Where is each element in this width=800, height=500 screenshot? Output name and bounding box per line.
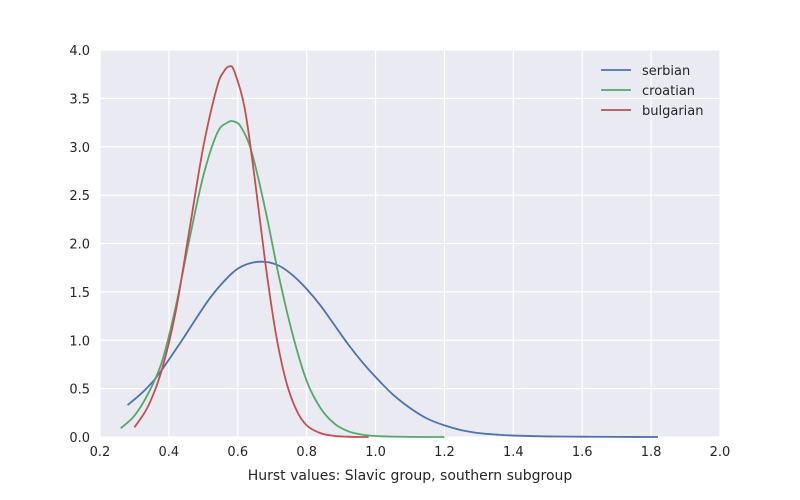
y-tick-label: 0.5 xyxy=(69,383,90,398)
y-axis-ticks: 0.0 0.5 1.0 1.5 2.0 2.5 3.0 3.5 4.0 xyxy=(69,44,90,446)
x-tick-label: 1.8 xyxy=(641,445,662,460)
y-tick-label: 1.5 xyxy=(69,286,90,301)
x-tick-label: 1.4 xyxy=(503,445,524,460)
series-line-serbian xyxy=(126,260,659,438)
x-tick-label: 0.6 xyxy=(227,445,248,460)
x-tick-label: 2.0 xyxy=(710,445,731,460)
legend-label-bulgarian: bulgarian xyxy=(642,104,703,119)
series-line-bulgarian xyxy=(133,65,369,438)
x-tick-label: 0.8 xyxy=(296,445,317,460)
series-lines xyxy=(120,65,659,438)
x-axis-label: Hurst values: Slavic group, southern sub… xyxy=(248,468,573,484)
x-tick-label: 0.2 xyxy=(90,445,111,460)
legend-label-croatian: croatian xyxy=(642,84,695,99)
x-tick-label: 1.0 xyxy=(365,445,386,460)
x-axis-ticks: 0.2 0.4 0.6 0.8 1.0 1.2 1.4 1.6 1.8 2.0 xyxy=(90,445,731,460)
y-tick-label: 0.0 xyxy=(69,431,90,446)
y-tick-label: 4.0 xyxy=(69,44,90,59)
y-tick-label: 2.5 xyxy=(69,189,90,204)
series-line-croatian xyxy=(120,120,445,438)
y-tick-label: 3.0 xyxy=(69,141,90,156)
y-tick-label: 1.0 xyxy=(69,334,90,349)
x-tick-label: 0.4 xyxy=(159,445,180,460)
x-tick-label: 1.2 xyxy=(434,445,455,460)
y-tick-label: 2.0 xyxy=(69,238,90,253)
x-tick-label: 1.6 xyxy=(572,445,593,460)
y-tick-label: 3.5 xyxy=(69,92,90,107)
legend-label-serbian: serbian xyxy=(642,64,690,79)
legend: serbian croatian bulgarian xyxy=(601,64,703,119)
